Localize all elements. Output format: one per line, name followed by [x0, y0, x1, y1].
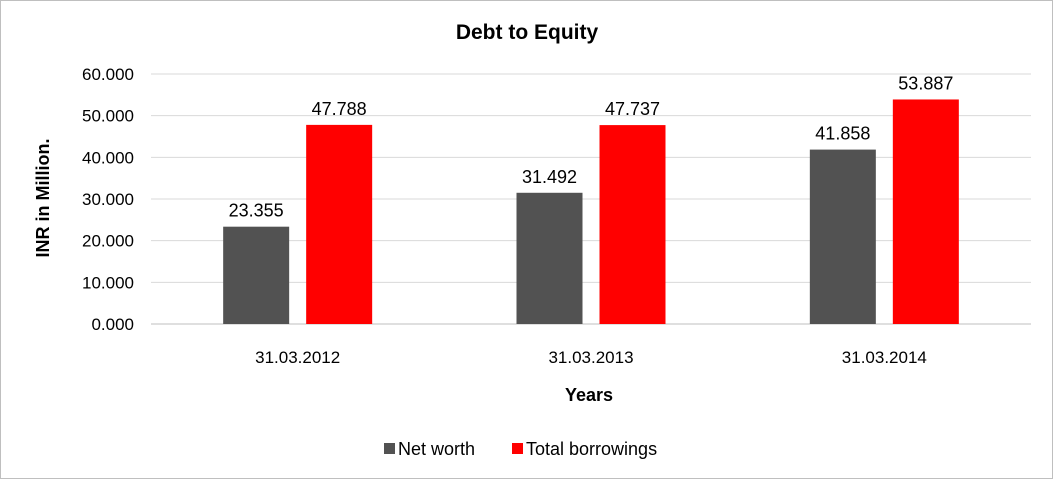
x-axis-ticks: 31.03.2012 31.03.2013 31.03.2014: [255, 348, 927, 367]
data-label: 47.737: [605, 99, 660, 119]
y-tick-label: 0.000: [91, 315, 134, 334]
data-label: 31.492: [522, 167, 577, 187]
y-tick-label: 30.000: [82, 190, 134, 209]
bar-total-borrowings: [599, 125, 666, 325]
data-label: 41.858: [815, 124, 870, 144]
data-label: 47.788: [312, 99, 367, 119]
chart-title: Debt to Equity: [456, 21, 599, 44]
data-label: 23.355: [229, 201, 284, 221]
y-tick-label: 50.000: [82, 107, 134, 126]
y-tick-label: 10.000: [82, 273, 134, 292]
y-tick-label: 20.000: [82, 232, 134, 251]
x-tick-label: 31.03.2013: [548, 348, 633, 367]
bars: [223, 99, 959, 325]
data-label: 53.887: [898, 73, 953, 93]
x-axis-title: Years: [565, 385, 613, 405]
legend-label: Total borrowings: [526, 439, 657, 459]
gridlines: [151, 73, 1031, 325]
x-tick-label: 31.03.2014: [842, 348, 927, 367]
bar-total-borrowings: [892, 99, 959, 325]
legend-swatch-net-worth: [384, 443, 395, 454]
y-axis-title: INR in Million.: [33, 139, 53, 258]
bar-net-worth: [809, 149, 876, 324]
y-tick-label: 40.000: [82, 148, 134, 167]
bar-total-borrowings: [306, 124, 373, 324]
y-tick-label: 60.000: [82, 65, 134, 84]
y-axis-ticks: 0.000 10.000 20.000 30.000 40.000 50.000 60.00…: [82, 65, 134, 334]
legend-swatch-total-borrowings: [512, 443, 523, 454]
bar-net-worth: [223, 226, 290, 324]
x-tick-label: 31.03.2012: [255, 348, 340, 367]
bar-net-worth: [516, 192, 583, 324]
legend: Net worth Total borrowings: [384, 439, 657, 459]
legend-label: Net worth: [398, 439, 475, 459]
data-labels: 23.355 47.788 31.492 47.737 41.858 53.887: [229, 73, 954, 220]
